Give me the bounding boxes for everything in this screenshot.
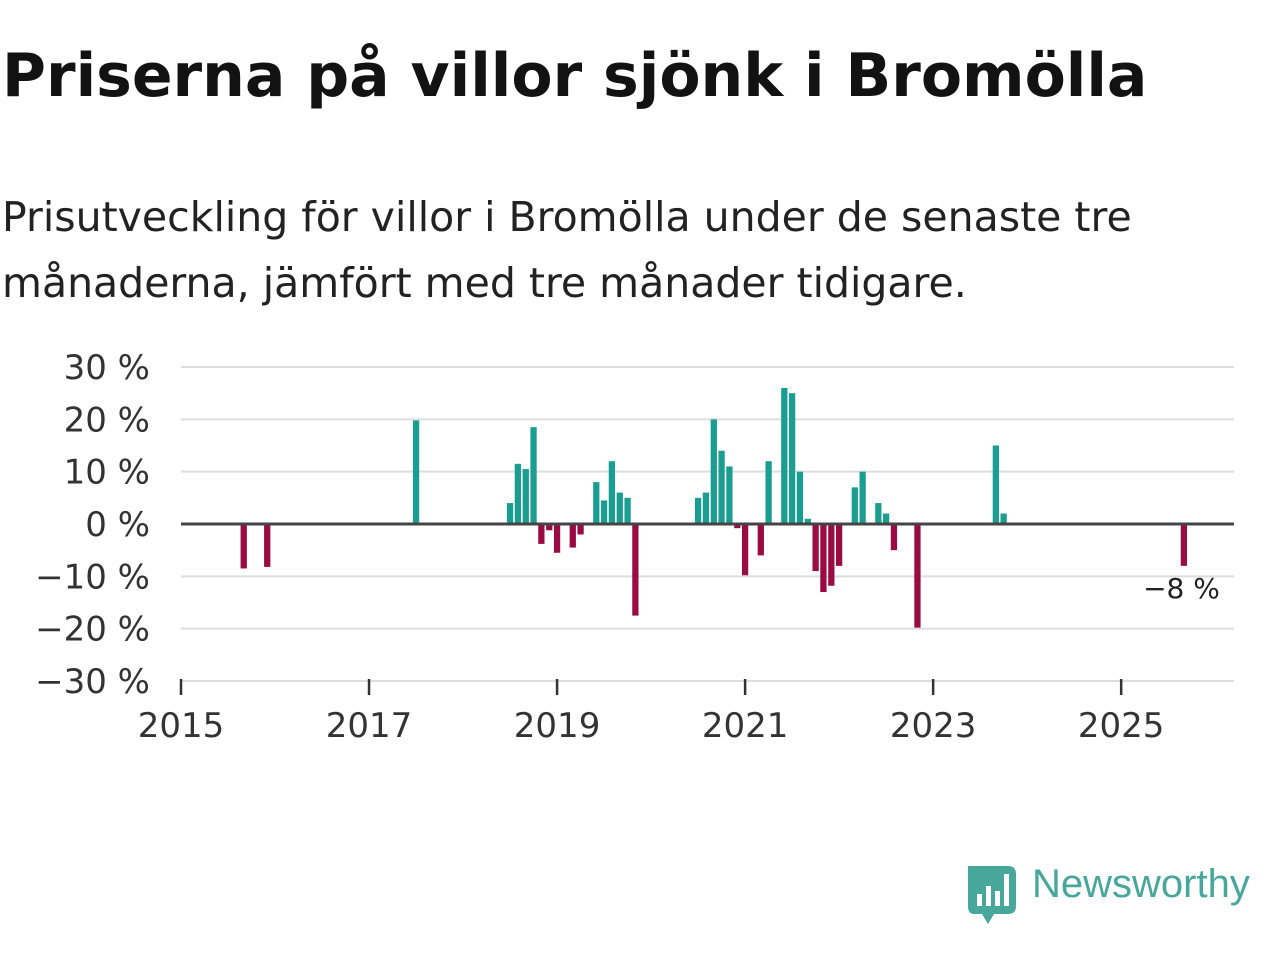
- bar: [812, 524, 819, 572]
- y-tick-label: 10 %: [64, 453, 150, 493]
- bar: [804, 518, 811, 524]
- bar: [796, 471, 804, 524]
- page-subtitle: Prisutveckling för villor i Bromölla und…: [2, 193, 1132, 307]
- bar: [734, 524, 741, 529]
- y-tick-label: −20 %: [35, 610, 150, 650]
- bar: [240, 524, 247, 569]
- bar: [914, 524, 921, 628]
- x-tick-label: 2017: [326, 706, 413, 746]
- chart: 30 % 20 % 10 % 0 % −10 % −20 % −30 %2015 2017 20…: [35, 348, 1234, 746]
- bar: [741, 524, 749, 576]
- page-title: Priserna på villor sjönk i Bromölla: [2, 41, 1148, 111]
- x-tick-label: 2019: [514, 706, 601, 746]
- bar: [726, 466, 733, 524]
- newsworthy-logo-icon: [968, 866, 1016, 924]
- y-tick-label: −10 %: [35, 557, 150, 597]
- bar: [781, 387, 788, 524]
- bar: [412, 420, 420, 524]
- newsworthy-logo: [964, 864, 1020, 928]
- bar: [718, 450, 725, 524]
- bar: [992, 445, 999, 524]
- bar: [859, 471, 866, 524]
- tick-labels: 30 % 20 % 10 % 0 % −10 % −20 % −30 %2015 2017 20…: [35, 348, 1220, 746]
- x-tick-label: 2025: [1078, 706, 1165, 746]
- y-tick-label: 20 %: [64, 400, 150, 440]
- bar: [835, 524, 843, 566]
- bar: [538, 524, 545, 544]
- bar: [514, 463, 521, 524]
- bar: [820, 524, 827, 593]
- bar: [506, 503, 514, 524]
- bar: [577, 524, 584, 535]
- bar: [522, 469, 529, 524]
- bar: [851, 487, 858, 524]
- brand-name: Newsworthy: [1032, 862, 1250, 906]
- bar: [608, 461, 616, 524]
- bar: [890, 524, 898, 551]
- bar: [546, 524, 553, 531]
- bar: [828, 524, 835, 586]
- bar: [1000, 513, 1007, 524]
- bar: [530, 427, 537, 524]
- bar: [875, 503, 882, 524]
- bar: [632, 524, 639, 616]
- latest-value-label: −8 %: [1143, 572, 1220, 605]
- bar: [600, 500, 608, 524]
- bar: [624, 497, 631, 524]
- x-tick-label: 2015: [138, 706, 225, 746]
- bar: [264, 524, 271, 567]
- bars: [240, 387, 1188, 628]
- x-tick-label: 2021: [702, 706, 789, 746]
- bar: [569, 524, 576, 548]
- bar: [1180, 524, 1188, 566]
- bar: [694, 497, 702, 524]
- y-tick-label: 0 %: [85, 505, 150, 545]
- bar: [593, 482, 600, 524]
- bar: [765, 461, 772, 524]
- bar: [788, 393, 796, 524]
- bar: [616, 492, 623, 524]
- y-tick-label: 30 %: [64, 348, 150, 388]
- bar: [710, 419, 717, 524]
- bar: [702, 492, 710, 524]
- bar: [553, 524, 561, 553]
- axes: [179, 522, 1234, 695]
- x-tick-label: 2023: [890, 706, 977, 746]
- bar: [883, 513, 890, 524]
- y-tick-label: −30 %: [35, 662, 150, 702]
- bar: [757, 524, 764, 556]
